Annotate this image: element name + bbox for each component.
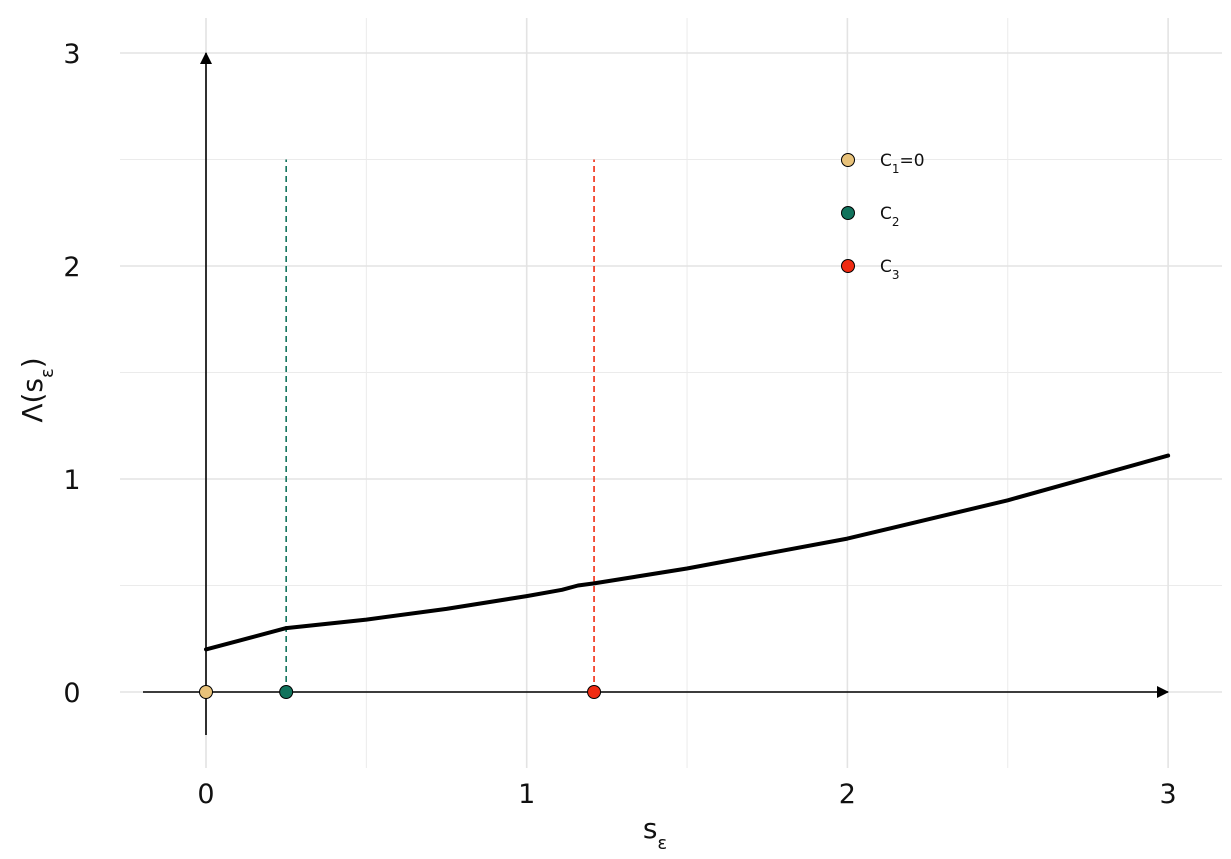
grid: [120, 18, 1222, 768]
legend-item: C1=0: [841, 151, 925, 176]
y-tick-label: 2: [63, 252, 80, 283]
legend-item: C2: [841, 204, 900, 229]
legend-label: C2: [880, 204, 900, 229]
curve: [204, 453, 1171, 652]
legend-swatch: [841, 153, 855, 167]
x-axis-title: sε: [643, 812, 667, 854]
y-tick-label: 0: [63, 678, 80, 709]
legend-swatch: [841, 206, 855, 220]
x-tick-label: 1: [518, 779, 535, 810]
legend-item: C3: [841, 257, 900, 282]
curve-layer: [204, 453, 1171, 652]
points: [199, 685, 602, 699]
data-point: [587, 685, 602, 699]
legend: C1=0 C2 C3: [841, 151, 925, 282]
y-tick-label: 3: [63, 39, 80, 70]
x-tick-label: 0: [197, 779, 214, 810]
legend-swatch: [841, 259, 855, 273]
axes: [143, 52, 1169, 735]
x-tick-label: 3: [1160, 779, 1177, 810]
reference-lines: [285, 159, 595, 692]
tick-labels: 0 1 2 3 0 1 2 3: [63, 39, 1176, 810]
y-axis-title: Λ(sε): [16, 357, 58, 422]
data-point: [199, 685, 213, 699]
x-tick-label: 2: [839, 779, 856, 810]
legend-label: C3: [880, 257, 900, 282]
legend-label: C1=0: [880, 151, 925, 176]
y-tick-label: 1: [63, 465, 80, 496]
data-point: [279, 685, 294, 699]
